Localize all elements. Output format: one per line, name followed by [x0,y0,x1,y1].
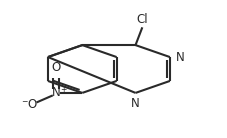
Text: O: O [28,98,37,111]
Text: +: + [60,85,66,94]
Text: O: O [51,61,61,74]
Text: N: N [131,97,139,110]
Text: −: − [21,97,28,106]
Text: N: N [52,86,60,99]
Text: Cl: Cl [136,13,148,26]
Text: N: N [175,51,183,63]
